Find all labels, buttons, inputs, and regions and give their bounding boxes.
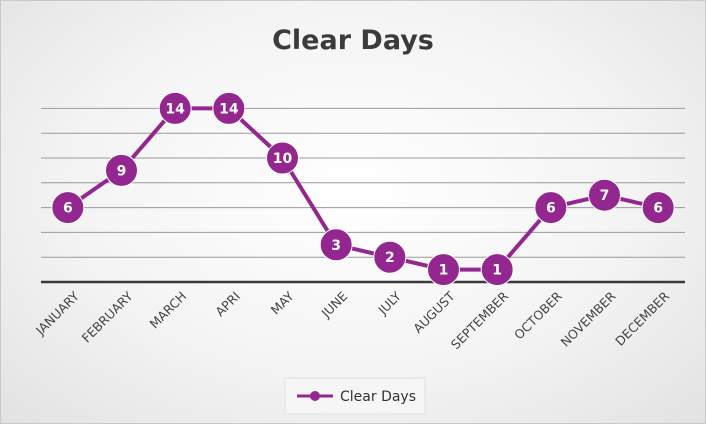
data-point [319,228,353,262]
data-label: 1 [492,263,502,279]
data-point [105,153,138,187]
data-label: 7 [600,188,610,204]
data-label: 14 [219,101,239,117]
legend: Clear Days [284,377,426,415]
x-tick-label: APRI [212,289,243,320]
data-point [427,253,460,287]
data-label: 9 [117,163,127,179]
x-tick-label: AUGUST [410,288,458,336]
data-point [480,253,514,287]
data-point [588,178,621,212]
data-point [641,191,675,225]
data-label: 6 [653,201,663,217]
x-tick-label: JUNE [318,288,351,321]
data-label: 10 [273,151,293,167]
data-label: 3 [331,238,341,254]
x-tick-label: NOVEMBER [558,288,619,349]
x-tick-label: MAY [268,288,297,317]
chart-title: Clear Days [272,25,434,56]
data-point [373,240,407,274]
data-label: 2 [385,250,395,266]
x-tick-label: DECEMBER [612,288,672,348]
data-label: 6 [63,201,73,217]
data-point [158,91,192,125]
x-tick-label: FEBRUARY [79,288,136,345]
data-label: 6 [546,201,556,217]
data-point [51,191,85,225]
x-tick-label: JANUARY [32,288,82,338]
gridlines [41,107,685,284]
x-tick-label: SEPTEMBER [448,288,512,352]
data-label: 1 [439,263,449,279]
data-point [212,91,246,125]
series-line [66,106,659,272]
data-points: 6 9 14 14 10 3 2 1 1 6 7 6 [51,91,675,287]
data-label: 14 [165,101,185,117]
legend-label: Clear Days [340,389,416,405]
data-point [534,191,568,225]
x-tick-label: JULY [374,288,404,318]
x-tick-label: OCTOBER [511,288,565,342]
x-tick-label: MARCH [146,289,189,332]
legend-marker [310,391,320,401]
data-point [266,141,299,175]
